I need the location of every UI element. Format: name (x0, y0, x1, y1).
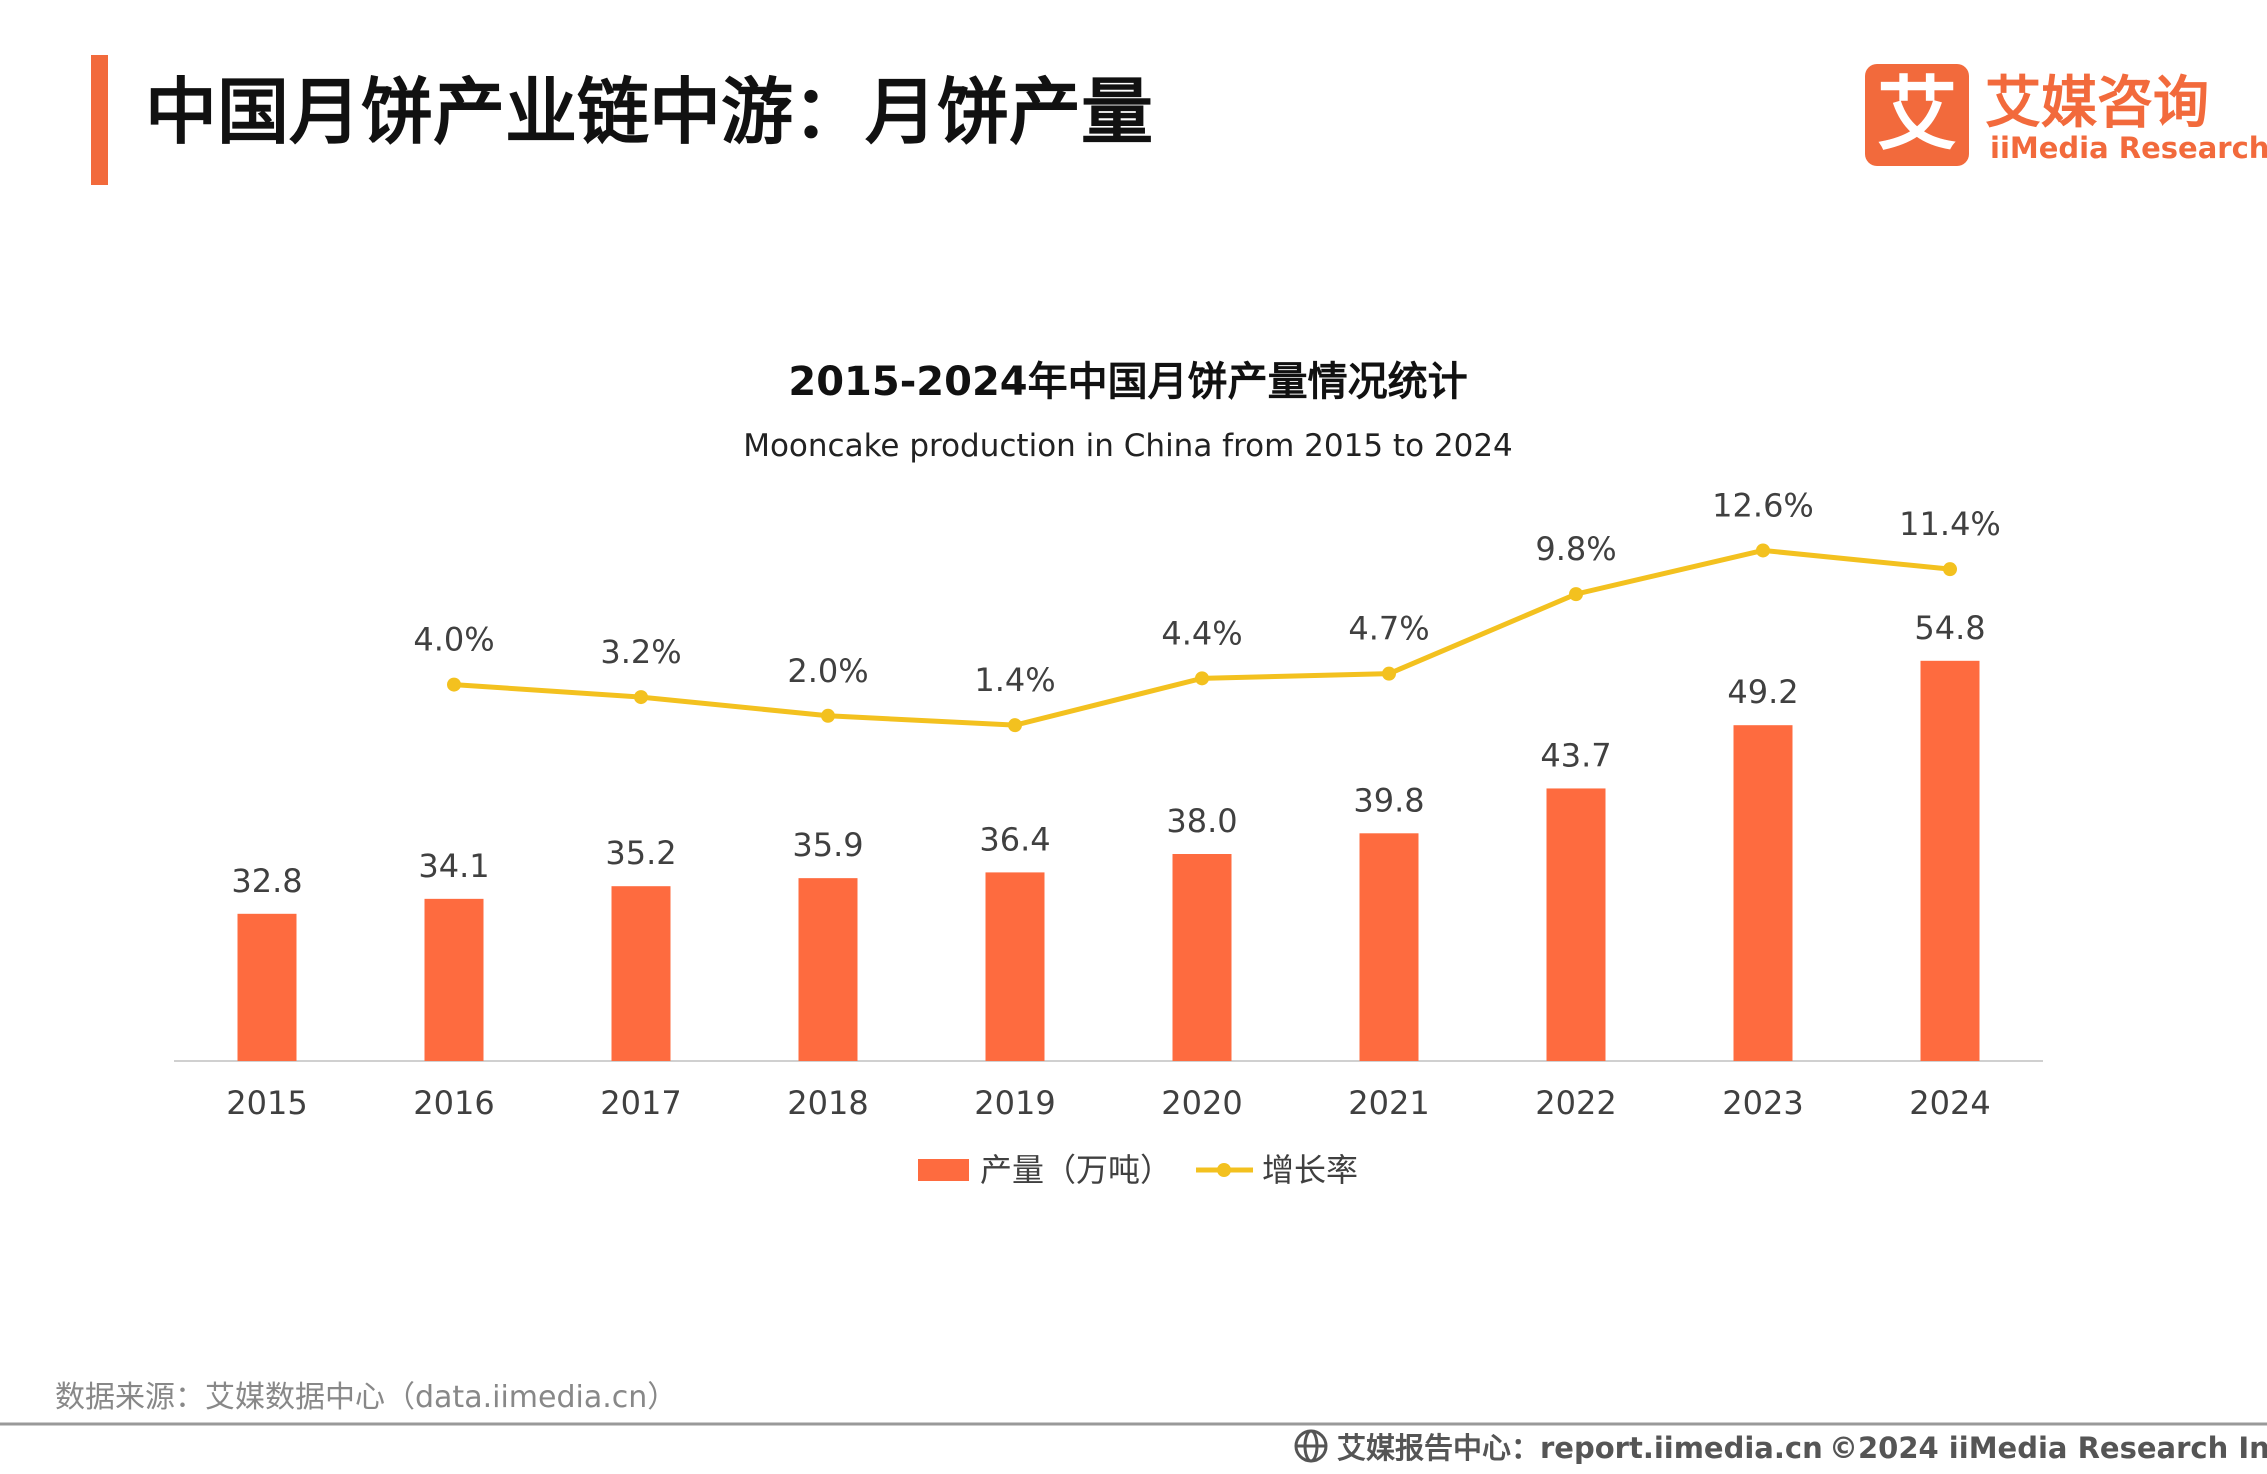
x-tick-label: 2021 (1348, 1084, 1429, 1122)
growth-value-label: 2.0% (787, 652, 868, 690)
bar-value-label: 32.8 (231, 862, 302, 900)
growth-point (821, 708, 835, 723)
legend-swatch-dot (1217, 1163, 1232, 1177)
growth-point (1569, 587, 1583, 602)
page-title: 中国月饼产业链中游：月饼产量 (145, 70, 1153, 154)
bar-value-label: 43.7 (1540, 736, 1611, 774)
chart-subtitle: Mooncake production in China from 2015 t… (743, 428, 1513, 464)
growth-value-label: 11.4% (1899, 505, 2001, 543)
bar-value-label: 36.4 (979, 820, 1050, 858)
growth-point (1756, 543, 1770, 558)
growth-point (1008, 718, 1022, 733)
bar-value-label: 38.0 (1166, 802, 1237, 840)
x-tick-label: 2024 (1909, 1084, 1990, 1122)
bar (611, 886, 671, 1061)
logo-name: 艾媒咨询 (1985, 71, 2209, 136)
growth-value-label: 4.7% (1348, 610, 1429, 648)
bar-value-label: 49.2 (1727, 673, 1798, 711)
bar-value-label: 35.9 (792, 826, 863, 864)
growth-point (1382, 666, 1396, 681)
growth-value-label: 3.2% (600, 633, 681, 671)
footer-copyright: ©2024 iiMedia Research Inc (1829, 1431, 2267, 1465)
growth-point (1943, 562, 1957, 577)
bar (1172, 854, 1232, 1061)
bar (798, 878, 858, 1061)
x-tick-label: 2022 (1535, 1084, 1616, 1122)
growth-value-label: 12.6% (1712, 486, 1814, 524)
bar (985, 872, 1045, 1061)
x-tick-label: 2018 (787, 1084, 868, 1122)
bar-value-label: 34.1 (418, 847, 489, 885)
globe-icon (1294, 1429, 1328, 1463)
bar (1733, 725, 1793, 1061)
title-accent (91, 55, 108, 185)
growth-value-label: 1.4% (974, 661, 1055, 699)
growth-point (447, 677, 461, 692)
x-tick-label: 2015 (226, 1084, 307, 1122)
source: 数据来源：艾媒数据中心（data.iimedia.cn） (55, 1380, 677, 1415)
growth-point (1195, 671, 1209, 686)
chart-title: 2015-2024年中国月饼产量情况统计 (788, 359, 1467, 405)
x-tick-label: 2019 (974, 1084, 1055, 1122)
bar-value-label: 39.8 (1353, 781, 1424, 819)
growth-value-label: 4.4% (1161, 614, 1242, 652)
bar (1546, 788, 1606, 1061)
x-tick-label: 2016 (413, 1084, 494, 1122)
growth-value-label: 9.8% (1535, 530, 1616, 568)
bar-value-label: 54.8 (1914, 609, 1985, 647)
logo-icon (1865, 64, 1969, 166)
legend-label: 产量（万吨） (980, 1151, 1172, 1189)
bar (424, 898, 484, 1061)
logo-name-en: iiMedia Research (1990, 131, 2267, 165)
logo-glyph: 艾 (1877, 68, 1957, 161)
growth-value-label: 4.0% (413, 621, 494, 659)
bar (1359, 833, 1419, 1061)
footer-report: 艾媒报告中心：report.iimedia.cn (1337, 1431, 1823, 1465)
bar-value-label: 35.2 (605, 834, 676, 872)
x-tick-label: 2020 (1161, 1084, 1242, 1122)
x-tick-label: 2023 (1722, 1084, 1803, 1122)
growth-point (634, 690, 648, 705)
bar (237, 913, 297, 1061)
x-tick-label: 2017 (600, 1084, 681, 1122)
legend-swatch (918, 1159, 969, 1181)
legend-label: 增长率 (1262, 1151, 1358, 1189)
bar (1920, 660, 1980, 1061)
